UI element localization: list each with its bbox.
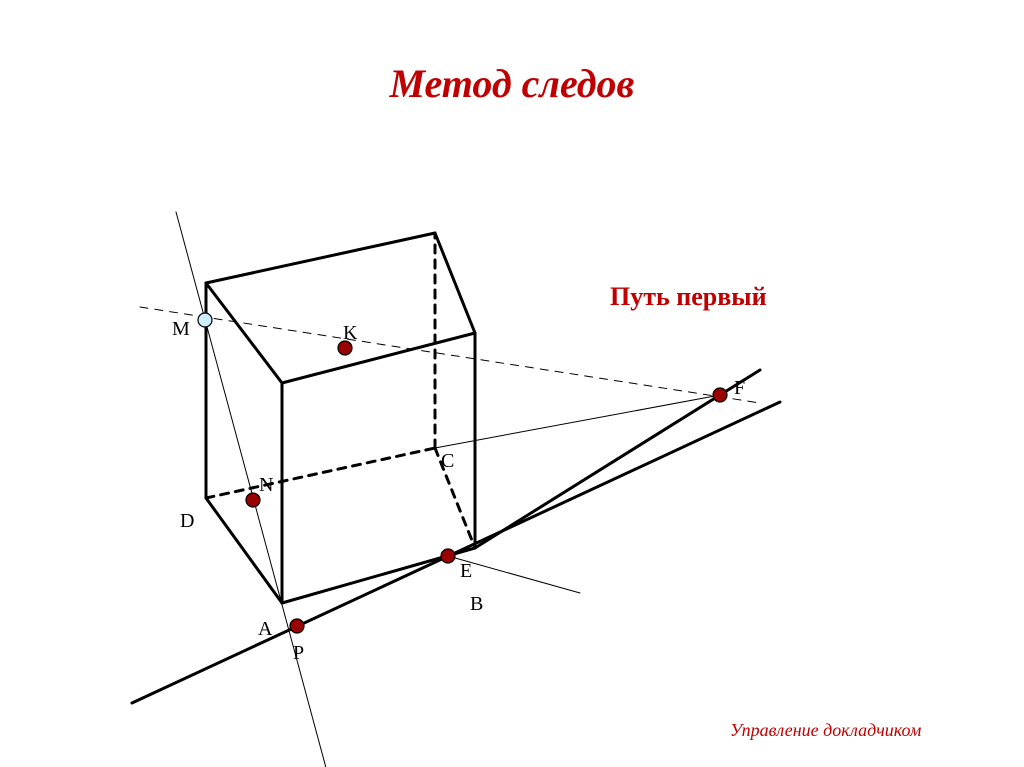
point-label-A: A: [258, 618, 272, 641]
point-label-D: D: [180, 510, 194, 533]
point-label-F: F: [734, 377, 745, 400]
point-label-N: N: [259, 474, 273, 497]
diagram-canvas: [0, 0, 1024, 767]
point-label-K: K: [343, 322, 357, 345]
point-label-C: C: [441, 450, 454, 473]
point-label-M: M: [172, 318, 190, 341]
point-label-P: P: [293, 642, 304, 665]
point-label-E: E: [460, 560, 472, 583]
point-label-B: B: [470, 593, 483, 616]
